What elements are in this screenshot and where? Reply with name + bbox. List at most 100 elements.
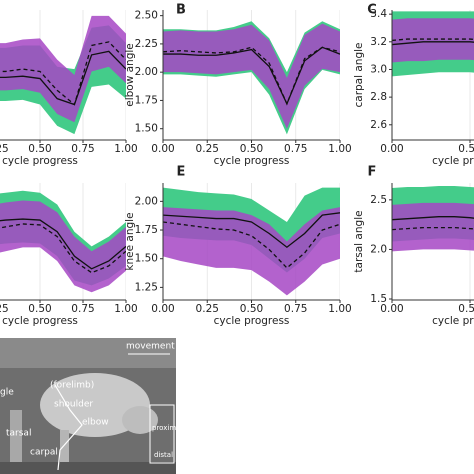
x-tick-label: 1.00	[114, 143, 137, 155]
y-tick-label: 1.50	[135, 253, 158, 265]
band	[163, 207, 340, 296]
y-axis-label: tarsal angle	[353, 210, 365, 272]
x-tick-label: 0.25	[0, 303, 9, 315]
photo-label: elbow	[82, 418, 109, 428]
inset-frame	[149, 404, 175, 464]
band	[392, 18, 474, 63]
photo-floor	[0, 462, 176, 474]
y-tick-label: 2.50	[135, 10, 158, 22]
x-tick-label: 0.00	[151, 303, 174, 315]
y-tick-label: 1.75	[135, 224, 158, 236]
x-tick-label: 0.00	[380, 303, 403, 315]
panel-letter: E	[177, 165, 186, 180]
x-axis-label: cycle progress	[214, 315, 290, 327]
y-tick-label: 3.0	[370, 63, 387, 75]
y-tick-label: 2.0	[370, 243, 387, 255]
plot-area	[163, 183, 340, 300]
mean-line	[0, 50, 126, 106]
photo-label: distal	[154, 451, 173, 459]
photo-label: gle	[0, 388, 14, 398]
y-tick-label: 2.5	[370, 194, 387, 206]
panel: 0.25 0.50 0.75 1.00 cycle progress	[0, 183, 138, 327]
x-tick-label: 1.00	[328, 303, 351, 315]
mean-line	[392, 38, 474, 42]
x-tick-label: 0.50	[458, 143, 474, 155]
mean-line	[392, 41, 474, 46]
panel: 0.00 0.50 1.5 2.0 2.5 cycle progress tarsal an…	[353, 165, 474, 327]
pig-leg	[10, 410, 22, 470]
x-axis-label: cycle progress	[214, 155, 290, 167]
x-tick-label: 1.00	[114, 303, 137, 315]
skeleton-line	[54, 384, 83, 471]
y-axis-label: knee angle	[124, 212, 136, 270]
band	[0, 200, 126, 293]
photo-label: movement	[126, 342, 175, 352]
y-tick-label: 3.2	[370, 36, 387, 48]
photo-label: shoulder	[54, 400, 93, 410]
panel: 0.25 0.50 0.75 1.00 cycle progress	[0, 10, 138, 167]
mean-line	[0, 41, 126, 106]
x-tick-label: 0.00	[151, 143, 174, 155]
x-tick-label: 0.25	[196, 143, 219, 155]
y-tick-label: 3.4	[370, 8, 387, 20]
plot-area	[392, 10, 474, 140]
pig-leg	[60, 430, 69, 470]
photo: movement (forelimb) gle shoulder elbow t…	[0, 338, 182, 474]
y-tick-label: 2.00	[135, 66, 158, 78]
mean-line	[163, 46, 340, 106]
x-tick-label: 0.75	[284, 303, 307, 315]
panel: 0.00 0.25 0.50 0.75 1.00 1.25 1.50 1.75 2.00 cycl…	[124, 165, 352, 328]
plot-area	[392, 183, 474, 300]
mean-line	[0, 223, 126, 274]
x-axis-label: cycle progress	[432, 155, 474, 167]
plot-area	[0, 183, 126, 300]
y-tick-label: 2.8	[370, 91, 387, 103]
x-tick-label: 0.75	[71, 303, 94, 315]
panel-letter: F	[368, 165, 377, 180]
photo-label: proximal	[152, 424, 182, 432]
pig-head	[122, 406, 158, 434]
y-tick-label: 1.5	[370, 293, 387, 305]
y-tick-label: 2.25	[135, 38, 158, 50]
x-axis-label: cycle progress	[432, 315, 474, 327]
x-tick-label: 1.00	[328, 143, 351, 155]
x-tick-label: 0.50	[28, 303, 51, 315]
x-tick-label: 0.75	[71, 143, 94, 155]
photo-label: carpal	[30, 448, 58, 458]
x-tick-label: 0.25	[0, 143, 9, 155]
x-tick-label: 0.50	[458, 303, 474, 315]
panel-letter: B	[176, 3, 186, 18]
mean-line	[392, 226, 474, 231]
band	[0, 15, 126, 123]
y-tick-label: 1.25	[135, 281, 158, 293]
photo-label: (forelimb)	[50, 381, 94, 391]
band	[392, 202, 474, 252]
x-tick-label: 0.00	[380, 143, 403, 155]
band	[163, 23, 340, 129]
y-tick-label: 1.75	[135, 94, 158, 106]
x-axis-label: cycle progress	[2, 315, 78, 327]
mean-line	[163, 221, 340, 269]
mean-line	[163, 212, 340, 249]
panel-letter: C	[367, 3, 377, 18]
x-tick-label: 0.50	[28, 143, 51, 155]
y-axis-label: carpal angle	[353, 42, 365, 107]
mean-line	[163, 46, 340, 106]
x-tick-label: 0.75	[284, 143, 307, 155]
x-axis-label: cycle progress	[2, 155, 78, 167]
x-tick-label: 0.50	[240, 143, 263, 155]
y-axis-label: elbow angle	[124, 43, 136, 107]
y-tick-label: 1.50	[135, 123, 158, 135]
x-tick-label: 0.50	[240, 303, 263, 315]
plot-area	[0, 10, 126, 140]
photo-label: tarsal	[6, 429, 31, 439]
panel: 0.00 0.25 0.50 0.75 1.00 1.50 1.75 2.00 2.25 2.50…	[124, 3, 352, 168]
x-tick-label: 0.25	[196, 303, 219, 315]
y-tick-label: 2.6	[370, 119, 387, 131]
mean-line	[0, 218, 126, 270]
photo-wall	[0, 338, 176, 368]
panel: 0.00 0.50 2.6 2.8 3.0 3.2 3.4 cycle progress car…	[353, 3, 474, 167]
mean-line	[392, 216, 474, 221]
y-tick-label: 2.00	[135, 195, 158, 207]
